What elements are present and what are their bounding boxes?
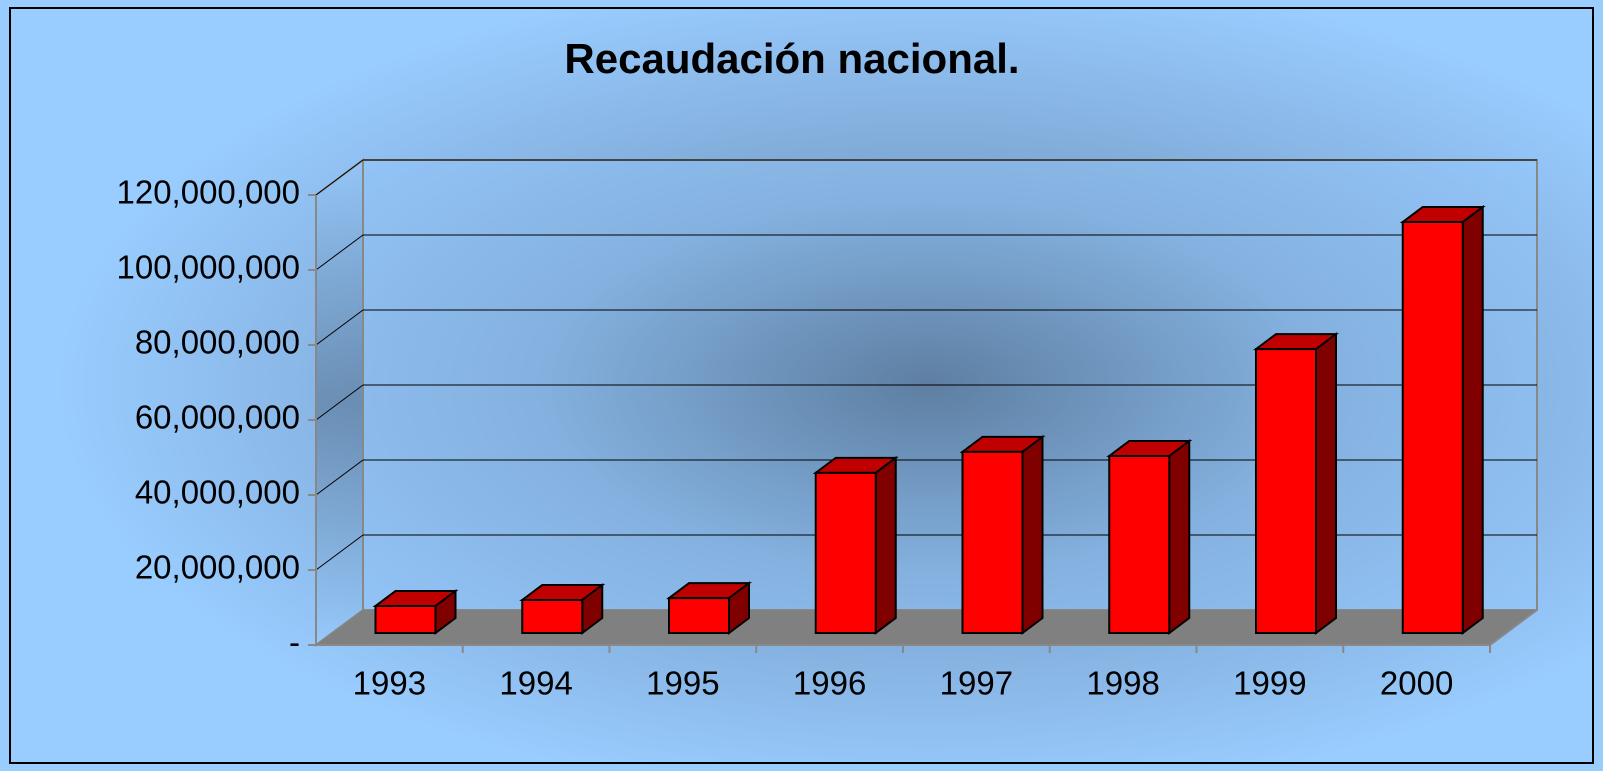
bar (961, 450, 1024, 634)
bar (374, 604, 437, 634)
y-tick-label: 20,000,000 (135, 549, 300, 586)
grid-line (315, 234, 364, 271)
floor (316, 610, 1537, 645)
x-tick-label: 1994 (499, 665, 572, 702)
y-tick-label: 40,000,000 (135, 474, 300, 511)
bar-side (1314, 332, 1337, 635)
bar-side (1168, 438, 1191, 635)
x-tick-label: 1993 (353, 665, 426, 702)
bar (814, 471, 877, 634)
y-tick-label: 80,000,000 (135, 324, 300, 361)
bar-side (1021, 434, 1044, 635)
x-tick-label: 1996 (793, 665, 866, 702)
x-tick-label: 2000 (1380, 665, 1453, 702)
bar (667, 597, 730, 634)
x-tick-label: 1999 (1233, 665, 1306, 702)
x-tick-label: 1998 (1086, 665, 1159, 702)
grid-line (315, 384, 364, 421)
x-axis-depth (1489, 609, 1538, 646)
y-tick-label: 60,000,000 (135, 399, 300, 436)
y-tick-label: - (289, 624, 300, 661)
y-tick-label: 100,000,000 (116, 249, 300, 286)
bar (1108, 454, 1171, 634)
y-tick-label: 120,000,000 (116, 174, 300, 211)
x-tick-label: 1997 (940, 665, 1013, 702)
bar (521, 598, 584, 634)
x-tick-label: 1995 (646, 665, 719, 702)
bar (1254, 348, 1317, 634)
chart-title: Recaudación nacional. (564, 35, 1019, 82)
grid-line (315, 459, 364, 496)
grid-line (315, 159, 364, 196)
bar (1401, 220, 1464, 634)
bar-side (874, 455, 897, 635)
grid-line (315, 309, 364, 346)
bar-side (1461, 204, 1484, 635)
grid-line (315, 534, 364, 571)
